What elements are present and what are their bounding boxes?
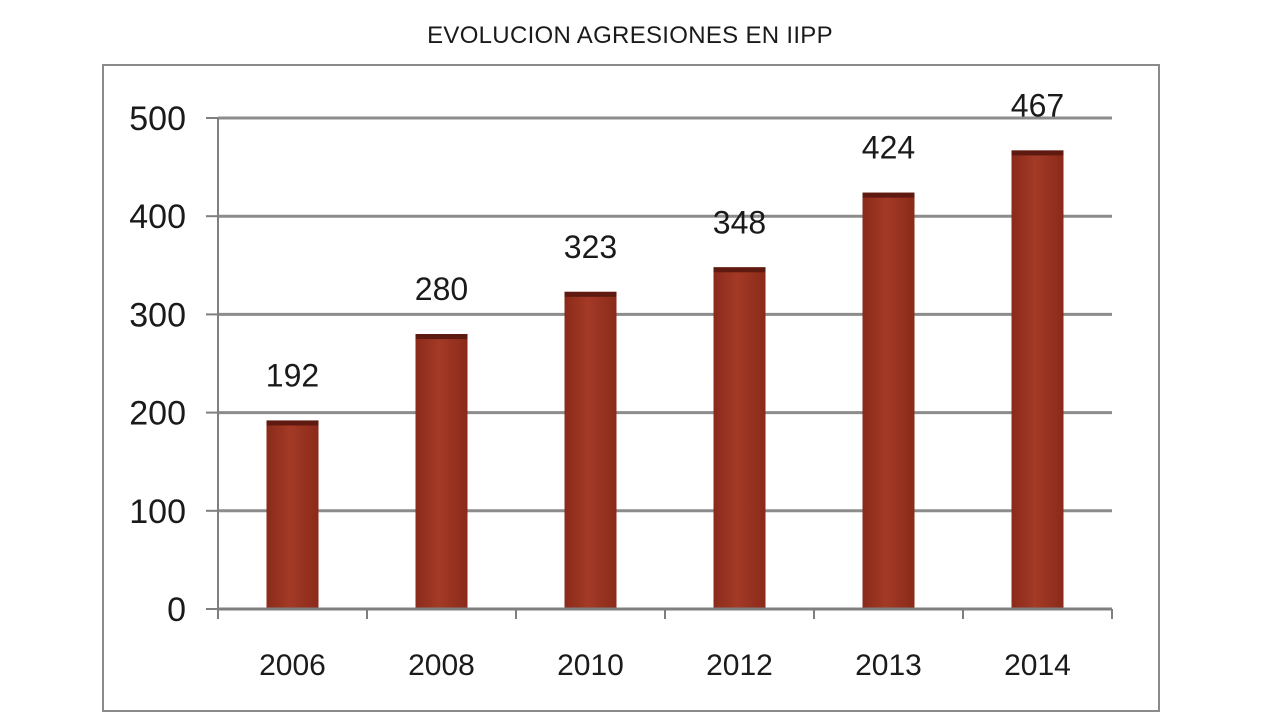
- gridlines: [218, 116, 1112, 513]
- bar-2006: [266, 420, 319, 609]
- bar-top-2006: [266, 420, 319, 426]
- labels: 0 100 200 300 400 500 192 2006 280 2008 323 2010 348…: [129, 87, 1071, 682]
- bar-2012: [713, 267, 766, 609]
- bar-top-2008: [415, 334, 468, 340]
- y-tick-label: 0: [167, 591, 186, 629]
- axes: [206, 117, 1113, 619]
- x-tick-label-2012: 2012: [706, 649, 773, 682]
- x-tick-label-2008: 2008: [408, 649, 475, 682]
- bars: [266, 150, 1064, 609]
- x-tick-label-2006: 2006: [259, 649, 326, 682]
- x-tick-label-2013: 2013: [855, 649, 922, 682]
- y-tick-label: 300: [129, 296, 186, 334]
- data-label-2010: 323: [564, 229, 617, 265]
- chart-title: EVOLUCION AGRESIONES EN IIPP: [427, 22, 833, 49]
- y-tick-label: 200: [129, 395, 186, 433]
- y-tick-label: 400: [129, 198, 186, 236]
- bar-top-2010: [564, 291, 617, 297]
- x-tick-label-2014: 2014: [1004, 649, 1071, 682]
- bar-top-2012: [713, 267, 766, 273]
- data-label-2013: 424: [862, 130, 915, 166]
- y-tick-label: 100: [129, 493, 186, 531]
- data-label-2012: 348: [713, 204, 766, 240]
- data-label-2008: 280: [415, 271, 468, 307]
- bar-2008: [415, 334, 468, 609]
- y-tick-label: 500: [129, 100, 186, 138]
- data-label-2006: 192: [266, 357, 319, 393]
- x-tick-label-2010: 2010: [557, 649, 624, 682]
- bar-2010: [564, 291, 617, 609]
- bar-2013: [862, 192, 915, 609]
- bar-top-2013: [862, 192, 915, 198]
- data-label-2014: 467: [1011, 87, 1064, 123]
- bar-top-2014: [1011, 150, 1064, 156]
- bar-2014: [1011, 150, 1064, 609]
